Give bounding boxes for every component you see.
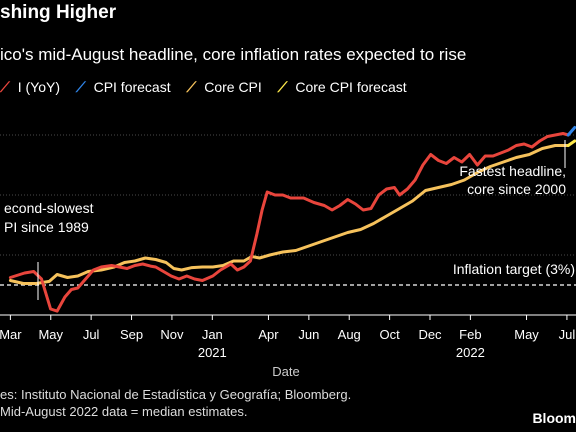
x-tick-label: May (514, 327, 539, 342)
x-tick-label: Nov (160, 327, 184, 342)
legend-item-cpi-forecast: ⟋ CPI forecast (76, 79, 171, 96)
x-tick-label: Aug (338, 327, 361, 342)
annotation-slowest-line2: PI since 1989 (4, 219, 89, 235)
legend-label-cpi: I (YoY) (17, 79, 60, 95)
x-year-label: 2022 (456, 345, 485, 360)
x-tick-label: Mar (0, 327, 22, 342)
x-year-label: 2021 (198, 345, 227, 360)
annotation-target: Inflation target (3%) (453, 261, 575, 277)
footnote: Mid-August 2022 data = median estimates. (0, 404, 248, 419)
series-line-0 (8, 132, 570, 313)
legend-item-cpi: ⟋ I (YoY) (0, 79, 60, 96)
series-line-1 (566, 126, 576, 137)
x-tick-label: Apr (258, 327, 279, 342)
x-tick-label: May (38, 327, 63, 342)
x-tick-label: Jul (83, 327, 100, 342)
series-layer (8, 126, 576, 313)
source-note: es: Instituto Nacional de Estadística y … (0, 387, 352, 402)
series-line-3 (566, 139, 576, 147)
gridlines (0, 134, 576, 256)
diagonal-line-icon: ⟋ (186, 79, 197, 95)
x-tick-label: Dec (418, 327, 442, 342)
diagonal-line-icon: ⟋ (277, 79, 288, 95)
chart-subtitle: ico's mid-August headline, core inflatio… (0, 45, 467, 64)
x-axis: Mar May Jul Sep Nov Jan Apr Jun Aug Oct Dec Feb May J… (0, 314, 576, 360)
diagonal-line-icon: ⟋ (75, 79, 86, 95)
x-tick-label: Oct (379, 327, 400, 342)
x-tick-label: Jun (298, 327, 319, 342)
legend-item-core-cpi: ⟋ Core CPI (187, 79, 262, 96)
legend-label-cpi-forecast: CPI forecast (93, 79, 171, 95)
legend-swatch-cpi: ⟋ (0, 79, 10, 95)
legend-label-core-cpi: Core CPI (204, 79, 262, 95)
legend-item-core-cpi-forecast: ⟋ Core CPI forecast (278, 79, 407, 96)
legend: ⟋ I (YoY) ⟋ CPI forecast ⟋ Core CPI ⟋ Co… (0, 79, 419, 96)
x-tick-label: Jan (202, 327, 223, 342)
x-tick-label: Jul (559, 327, 576, 342)
legend-label-core-cpi-forecast: Core CPI forecast (295, 79, 407, 95)
annotation-slowest-line1: econd-slowest (4, 200, 94, 216)
annotation-fastest-line2: core since 2000 (467, 181, 566, 197)
annotation-fastest-line1: Fastest headline, (459, 163, 566, 179)
x-tick-label: Feb (459, 327, 481, 342)
x-tick-label: Sep (120, 327, 143, 342)
series-line-2 (8, 144, 570, 285)
chart-title: shing Higher (0, 2, 117, 23)
brand-logo: Bloom (532, 410, 576, 426)
x-axis-title: Date (272, 364, 299, 379)
